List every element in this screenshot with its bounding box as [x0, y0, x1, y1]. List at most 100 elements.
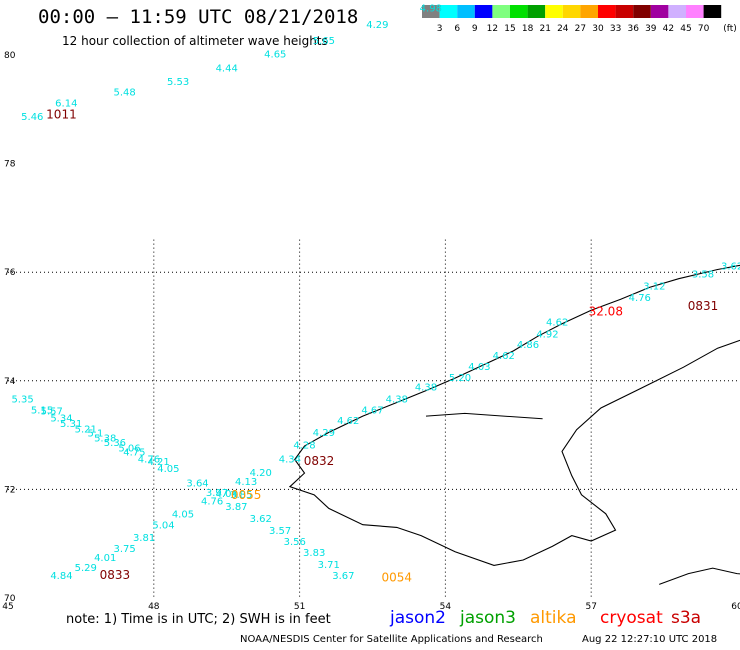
swh-label: 5.48 [114, 88, 136, 99]
swh-label: 5.1 [88, 429, 104, 440]
swh-label: 4.04 [216, 489, 238, 500]
color-legend: 3 6 9 12 15 18 21 24 27 30 33 36 39 42 45 70 (ft) [422, 5, 737, 34]
swh-label: 5.34 [50, 414, 72, 425]
legend-tick-label: 12 [487, 24, 498, 34]
swh-label: 5.35 [11, 395, 33, 406]
swh-label: 4.98 [420, 4, 442, 15]
legend-tick-label: 24 [557, 24, 569, 34]
lon-tick-label: 51 [294, 602, 305, 612]
swh-label: 5.65 [313, 36, 335, 47]
pass-time-label: 32.08 [589, 305, 623, 319]
legend-unit: (ft) [723, 24, 737, 34]
coastline [288, 264, 740, 585]
swh-label: 5.15 [31, 405, 53, 416]
swh-label: 5.20 [449, 373, 471, 384]
legend-swatch [686, 5, 704, 18]
swh-label: 5.06 [118, 443, 140, 454]
lat-tick-label: 78 [4, 160, 16, 170]
legend-swatch [598, 5, 616, 18]
swh-label: 4.67 [361, 405, 383, 416]
legend-swatch [580, 5, 598, 18]
swh-label: 4.20 [250, 468, 272, 479]
legend-tick-label: 6 [454, 24, 460, 34]
swh-label: 5.38 [94, 434, 116, 445]
swh-label: 4.38 [386, 395, 408, 406]
swh-label: 3.85 [230, 490, 252, 501]
coastline-path [288, 264, 740, 566]
swh-label: 5.53 [167, 77, 189, 88]
swh-label: 3.81 [133, 533, 155, 544]
legend-tick-label: 39 [645, 24, 657, 34]
pass-time-label: 0833 [100, 568, 131, 582]
swh-label: 3.75 [114, 544, 136, 555]
swh-label: 4.38 [415, 383, 437, 394]
lon-tick-label: 45 [2, 602, 13, 612]
lon-tick-label: 60 [731, 602, 740, 612]
swh-label: 3.62 [721, 261, 740, 272]
strait-path [425, 412, 543, 420]
swh-label: 4.29 [366, 20, 388, 31]
legend-s3a: s3a [671, 608, 702, 628]
legend-swatch [422, 5, 440, 18]
lon-tick-label: 54 [440, 602, 452, 612]
legend-swatch [510, 5, 528, 18]
legend-swatch [650, 5, 669, 18]
legend-tick-label: 18 [522, 24, 534, 34]
legend-cryosat: cryosat [600, 608, 663, 628]
legend-swatch [545, 5, 563, 18]
swh-label: 4.05 [172, 510, 194, 521]
swh-label: 5.46 [21, 112, 43, 123]
legend-swatch [457, 5, 475, 18]
southern-coast-path [659, 567, 740, 585]
swh-label: 3.12 [643, 282, 665, 293]
lat-tick-label: 76 [4, 268, 16, 278]
legend-swatch [668, 5, 686, 18]
pass-time-label: 0054 [382, 571, 413, 585]
legend-swatch [703, 5, 722, 18]
swh-label: 4.62 [337, 416, 359, 427]
swh-label: 4.13 [235, 477, 257, 488]
legend-tick-label: 21 [539, 24, 550, 34]
swh-label: 5.57 [41, 406, 63, 417]
swh-label: 4.76 [138, 454, 160, 465]
legend-tick-label: 30 [592, 24, 604, 34]
lat-tick-label: 74 [4, 377, 16, 387]
credit-line: NOAA/NESDIS Center for Satellite Applica… [240, 634, 543, 645]
generated-timestamp: Aug 22 12:27:10 UTC 2018 [582, 634, 718, 645]
swh-label: 5.04 [152, 520, 174, 531]
pass-time-labels: 1011 0832 0831 0833 0055 0054 32.08 [46, 108, 718, 585]
legend-swatch [527, 5, 546, 18]
swh-label: 4.44 [216, 63, 238, 74]
axis-tick-labels: 45 48 51 54 57 60 80 78 76 74 72 70 [2, 51, 740, 612]
legend-tick-label: 3 [437, 24, 443, 34]
legend-swatch [562, 5, 581, 18]
swh-label: 3.83 [303, 548, 325, 559]
swh-label: 5.29 [75, 563, 97, 574]
swh-label: 4.86 [517, 340, 539, 351]
lon-tick-label: 48 [148, 602, 160, 612]
swh-labels: 5.46 6.14 5.48 5.53 4.44 4.65 5.65 4.29 4.98 4.94… [11, 0, 740, 582]
swh-label: 4.84 [50, 571, 72, 582]
swh-label: 4.29 [313, 428, 335, 439]
page-title: 00:00 — 11:59 UTC 08/21/2018 [38, 6, 359, 28]
legend-altika: altika [530, 608, 577, 628]
swh-label: 4.05 [157, 464, 179, 475]
lat-tick-label: 70 [4, 594, 16, 604]
legend-swatch [633, 5, 651, 18]
swh-label: 5.31 [60, 419, 82, 430]
swh-label: 4.75 [123, 448, 145, 459]
footnote: note: 1) Time is in UTC; 2) SWH is in fe… [66, 612, 331, 627]
swh-label: 4.76 [629, 293, 651, 304]
legend-tick-label: 27 [575, 24, 586, 34]
swh-label: 3.67 [332, 571, 354, 582]
lat-lon-grid [8, 239, 737, 598]
legend-jason2: jason2 [390, 608, 446, 628]
swh-label: 5.36 [104, 438, 126, 449]
pass-time-label: 0055 [231, 488, 262, 502]
swh-label: 4.21 [148, 457, 170, 468]
legend-tick-label: 36 [627, 24, 639, 34]
legend-jason3: jason3 [460, 608, 516, 628]
swh-label: 3.56 [284, 537, 306, 548]
